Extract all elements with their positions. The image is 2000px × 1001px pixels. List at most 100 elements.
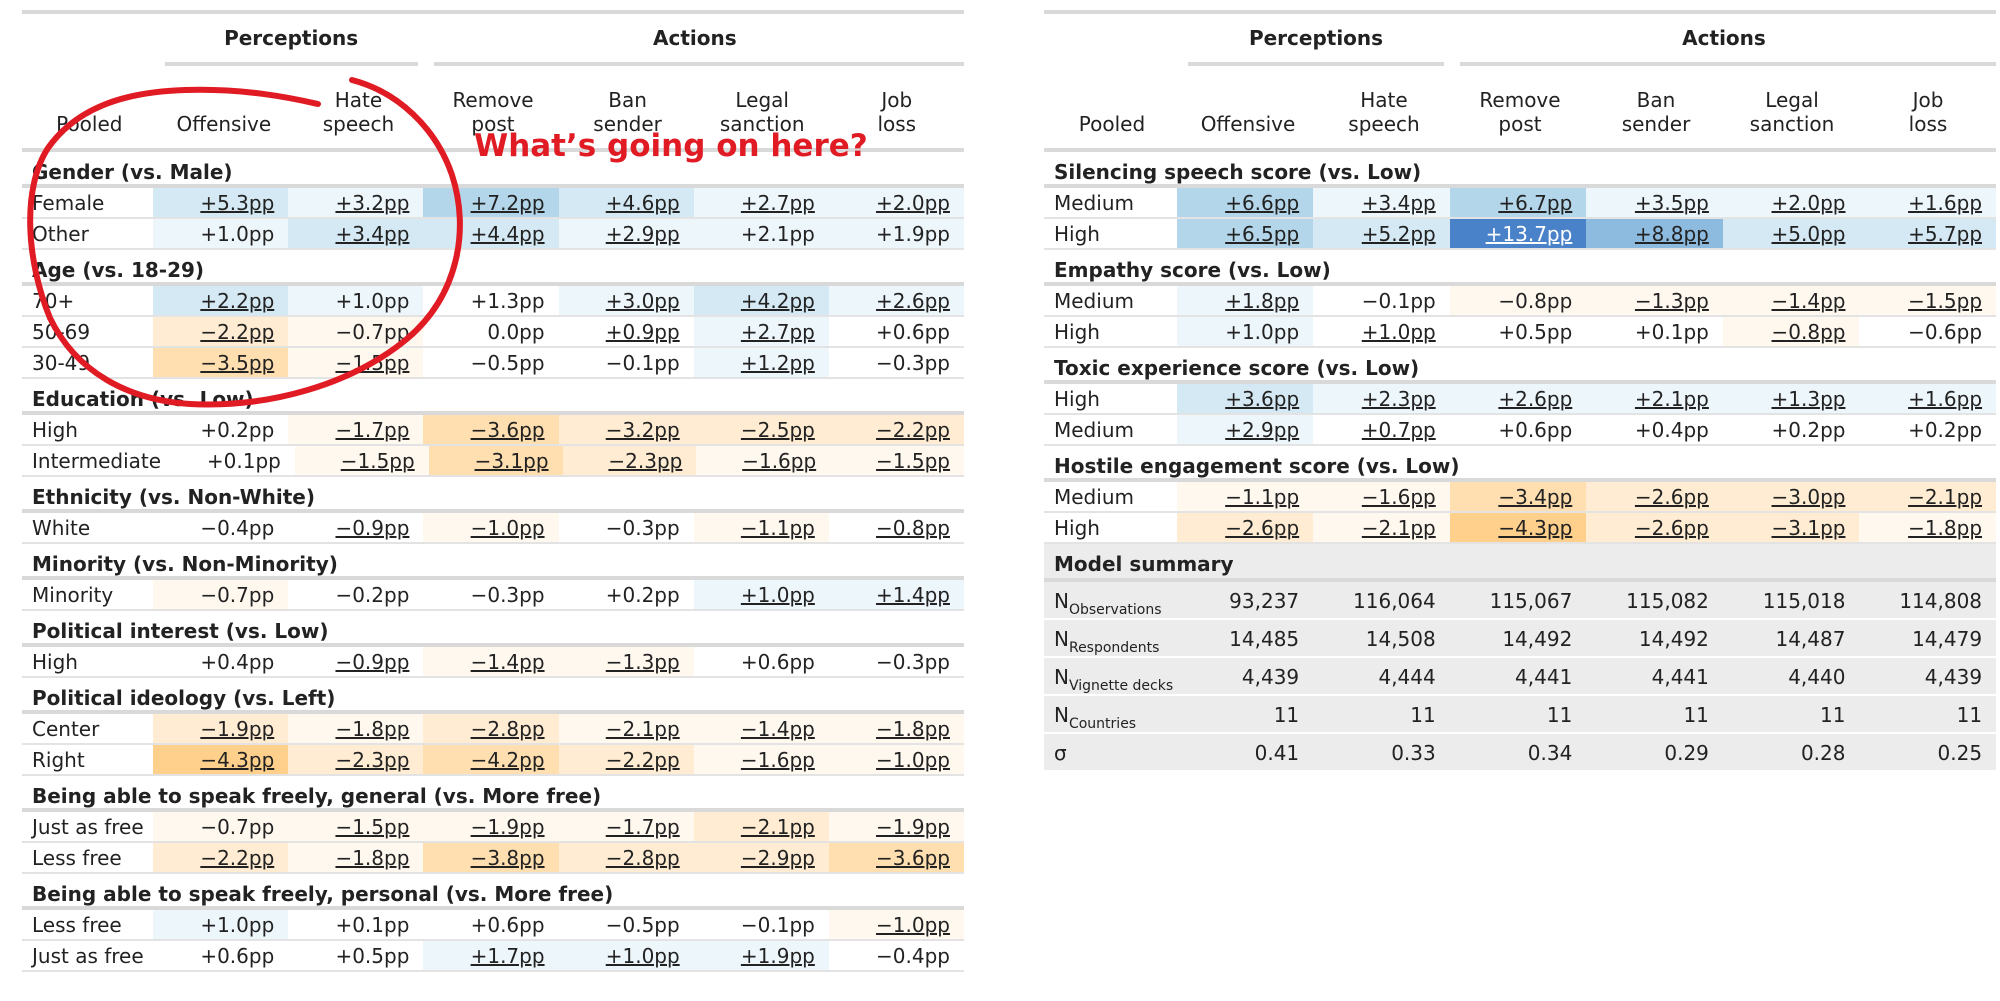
effect-cell: −2.2pp [153, 317, 289, 346]
right-regression-table: Perceptions Actions Pooled Offensive Hate sp… [1044, 10, 1997, 772]
summary-value: 4,440 [1788, 665, 1846, 689]
table-top-rule [1044, 10, 1996, 14]
effect-cell: +1.9pp [693, 941, 829, 970]
effect-cell: 0.0pp [487, 320, 545, 344]
effect-cell: −1.9pp [153, 714, 289, 743]
effect-cell: +3.2pp [288, 188, 424, 217]
effect-cell: −2.8pp [423, 714, 559, 743]
summary-value: 11 [1956, 703, 1983, 727]
effect-cell: −3.1pp [428, 446, 563, 475]
summary-value: 11 [1410, 703, 1436, 727]
column-header: Offensive [1200, 112, 1296, 136]
effect-cell: −0.3pp [470, 583, 545, 607]
summary-value: 14,492 [1638, 627, 1709, 651]
summary-value: 115,067 [1489, 589, 1573, 613]
effect-cell: −2.5pp [693, 415, 829, 444]
effect-cell: +1.7pp [423, 941, 559, 970]
summary-label: NCountries [1044, 696, 1177, 732]
effect-cell: +6.5pp [1176, 219, 1314, 248]
effect-cell: +2.6pp [1449, 384, 1587, 413]
effect-cell: +1.0pp [288, 286, 424, 315]
summary-value: 0.41 [1254, 741, 1300, 765]
group-label-perceptions: Perceptions [224, 26, 359, 50]
effect-cell: +2.9pp [1176, 415, 1314, 444]
row-label: White [32, 516, 91, 540]
effect-cell: −0.1pp [740, 913, 815, 937]
effect-cell: −1.1pp [1176, 482, 1314, 511]
effect-cell: −1.9pp [423, 812, 559, 841]
effect-cell: +2.0pp [1722, 188, 1860, 217]
effect-cell: +1.0pp [1176, 317, 1314, 346]
column-header: Legal sanction [1749, 88, 1835, 136]
column-header: Pooled [1078, 112, 1146, 136]
row-label: High [1054, 387, 1100, 411]
annotation-text: What’s going on here? [474, 128, 868, 164]
effect-cell: −3.6pp [423, 415, 559, 444]
effect-cell: +2.7pp [693, 317, 829, 346]
table-row: Right −4.3pp −2.3pp −4.2pp −2.2pp −1.6pp −1.0p… [22, 745, 964, 776]
section-header: Empathy score (vs. Low) [1044, 250, 1996, 286]
effect-cell: −3.1pp [1722, 513, 1860, 542]
column-header: Hate speech [322, 88, 395, 136]
group-label-actions: Actions [1682, 26, 1766, 50]
effect-cell: +1.0pp [558, 941, 694, 970]
row-label: Medium [1054, 191, 1134, 215]
effect-cell: −1.4pp [693, 714, 829, 743]
summary-label-main: N [1054, 627, 1069, 651]
effect-cell: −1.9pp [828, 812, 964, 841]
effect-cell: −2.6pp [1176, 513, 1314, 542]
effect-cell: +0.6pp [740, 650, 815, 674]
summary-label-subscript: Respondents [1068, 640, 1160, 656]
effect-cell: +0.5pp [1498, 320, 1573, 344]
effect-cell: −0.2pp [335, 583, 410, 607]
effect-cell: +5.2pp [1313, 219, 1450, 248]
effect-cell: −0.1pp [1361, 289, 1436, 313]
table-row: Just as free +0.6pp +0.5pp +1.7pp +1.0pp +1.9… [22, 941, 964, 972]
column-group-header: Perceptions Actions [22, 14, 964, 66]
summary-label-main: σ [1054, 741, 1067, 765]
effect-cell: +4.2pp [693, 286, 829, 315]
summary-row: NRespondents 14,485 14,508 14,492 14,492 14,4… [1044, 620, 1996, 658]
effect-cell: +1.9pp [828, 219, 964, 248]
effect-cell: −1.8pp [828, 714, 964, 743]
table-row: High +6.5pp +5.2pp +13.7pp +8.8pp +5.0pp +5.7p… [1044, 219, 1997, 250]
effect-cell: −2.8pp [558, 843, 694, 872]
effect-cell: +5.7pp [1859, 219, 1997, 248]
effect-cell: −1.5pp [294, 446, 429, 475]
effect-cell: +1.6pp [1859, 384, 1997, 413]
effect-cell: −1.6pp [1313, 482, 1450, 511]
effect-cell: −2.3pp [288, 745, 424, 774]
effect-cell: −4.3pp [153, 745, 289, 774]
summary-value: 14,479 [1912, 627, 1983, 651]
effect-cell: +0.7pp [1361, 418, 1436, 442]
row-label: Right [32, 748, 85, 772]
effect-cell: −2.9pp [693, 843, 829, 872]
effect-cell: +8.8pp [1586, 219, 1723, 248]
section-header: Age (vs. 18-29) [22, 250, 964, 286]
effect-cell: −1.5pp [830, 446, 965, 475]
effect-cell: −1.6pp [693, 745, 829, 774]
summary-label: σ [1044, 734, 1177, 770]
summary-value: 0.25 [1937, 741, 1983, 765]
effect-cell: −0.9pp [335, 516, 410, 540]
effect-cell: −0.6pp [1908, 320, 1983, 344]
row-label: Female [32, 191, 105, 215]
table-row: Medium +2.9pp +0.7pp +0.6pp +0.4pp +0.2pp +0.2… [1044, 415, 1996, 446]
effect-cell: −0.8pp [1722, 317, 1860, 346]
table-row: High −2.6pp −2.1pp −4.3pp −2.6pp −3.1pp −1.8pp [1044, 513, 1997, 544]
row-label: Minority [32, 583, 114, 607]
effect-cell: −1.5pp [288, 348, 424, 377]
effect-cell: −0.7pp [153, 580, 289, 609]
row-label: High [1054, 320, 1100, 344]
summary-value: 115,018 [1762, 589, 1846, 613]
effect-cell: −1.8pp [1859, 513, 1997, 542]
table-row: 30-49 −3.5pp −1.5pp −0.5pp −0.1pp +1.2pp −0.3p… [22, 348, 964, 379]
summary-label-main: N [1054, 665, 1069, 689]
column-header: Ban sender [593, 88, 662, 136]
summary-value: 11 [1683, 703, 1709, 727]
effect-cell: +13.7pp [1449, 219, 1587, 248]
column-header: Job loss [877, 88, 917, 136]
row-label: Center [32, 717, 100, 741]
summary-value: 4,444 [1378, 665, 1436, 689]
summary-label: NVignette decks [1044, 658, 1177, 694]
